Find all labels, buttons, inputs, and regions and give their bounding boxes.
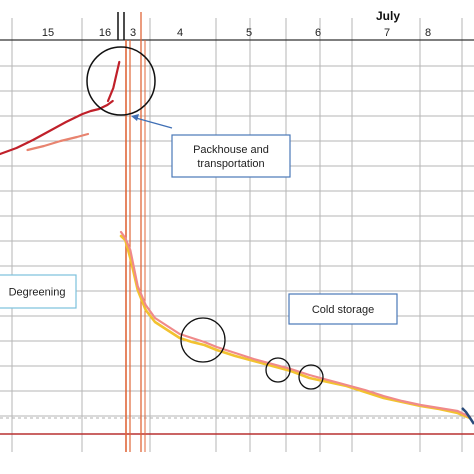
degreening-annotation: Degreening [0,274,77,309]
series-line [26,132,90,152]
x-tick-label: 15 [42,27,54,39]
x-tick-label: 5 [246,27,252,39]
highlight-circles [86,46,324,390]
x-tick-label: 16 [99,27,111,39]
event-lines [117,12,146,452]
grid [0,18,474,452]
x-tick-label: 8 [425,27,431,39]
x-tick-label: 7 [384,27,390,39]
annotation-arrowhead [131,114,139,121]
packhouse-label: transportation [197,158,264,170]
x-tick-label: 3 [130,27,136,39]
highlight-circle [265,357,291,383]
series-lines [0,60,474,425]
cold-annotation: Cold storage [288,293,398,325]
cold-label: Cold storage [312,304,374,316]
series-line [0,99,114,156]
highlight-circle [180,317,226,363]
series-line [106,60,121,103]
series-line [119,230,472,419]
annotation-boxes: Packhouse and transportation Degreening Col… [0,114,398,325]
series-end-segment [461,407,474,425]
degreening-label: Degreening [9,287,66,299]
annotation-arrow [135,117,173,129]
cold-box [288,293,398,325]
highlight-circle [298,364,324,390]
packhouse-box [171,134,291,178]
month-label: July [376,9,400,23]
highlight-circle [86,46,156,116]
packhouse-label: Packhouse and [193,144,269,156]
x-tick-labels: 15 16 3 4 5 6 7 8 [42,27,431,39]
packhouse-annotation: Packhouse and transportation [171,134,291,178]
degreening-box [0,274,77,309]
x-tick-label: 4 [177,27,183,39]
x-tick-label: 6 [315,27,321,39]
